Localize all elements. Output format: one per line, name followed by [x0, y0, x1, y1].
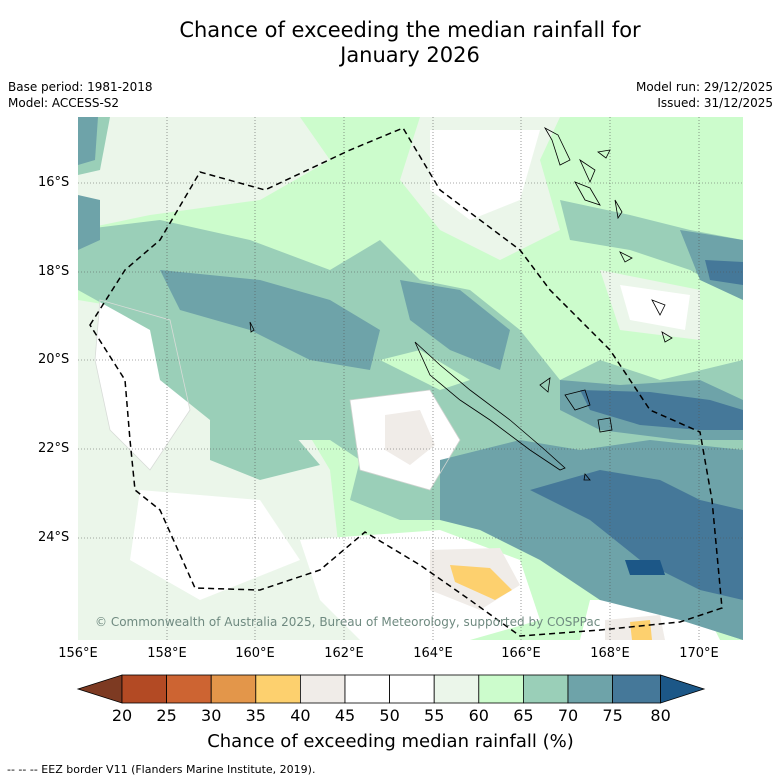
- colorbar-tick: 70: [557, 706, 579, 725]
- colorbar-extend-high: [660, 674, 706, 704]
- colorbar-tick: 50: [379, 706, 400, 725]
- colorbar-segment: [299, 674, 346, 704]
- issued-date: Issued: 31/12/2025: [657, 96, 773, 110]
- model-run: Model run: 29/12/2025: [635, 80, 773, 94]
- colorbar-segment: [523, 674, 569, 704]
- colorbar-tick: 55: [424, 706, 445, 725]
- colorbar-segment: [433, 674, 480, 704]
- colorbar-tick: 30: [201, 706, 222, 725]
- lon-label-170e: 170°E: [679, 646, 719, 661]
- lat-label-16s: 16°S: [38, 175, 70, 190]
- colorbar-tick: 25: [156, 706, 177, 725]
- lon-label-162e: 162°E: [324, 646, 364, 661]
- colorbar-tick: 60: [468, 706, 489, 725]
- colorbar-segment: [210, 674, 257, 704]
- colorbar-tick: 20: [111, 706, 133, 725]
- lon-label-166e: 166°E: [501, 646, 541, 661]
- lon-label-160e: 160°E: [235, 646, 275, 661]
- lon-label-164e: 164°E: [413, 646, 453, 661]
- lon-label-156e: 156°E: [58, 646, 98, 661]
- colorbar-tick: 40: [290, 706, 311, 725]
- graticule: [78, 117, 743, 640]
- lat-label-18s: 18°S: [38, 264, 70, 279]
- title-line-2: January 2026: [340, 43, 480, 67]
- colorbar-tick: 65: [513, 706, 534, 725]
- colorbar-segment: [344, 674, 390, 704]
- map-title: Chance of exceeding the median rainfall …: [0, 18, 781, 68]
- model-name: Model: ACCESS-S2: [8, 96, 120, 110]
- colorbar-segment: [166, 674, 212, 704]
- eez-legend-footer: -- -- -- EEZ border V11 (Flanders Marine…: [7, 763, 316, 776]
- probability-field: [78, 117, 743, 640]
- base-period: Base period: 1981-2018: [8, 80, 153, 94]
- meta-left: Base period: 1981-2018 Model: ACCESS-S2: [8, 79, 153, 111]
- colorbar-segment: [478, 674, 524, 704]
- lon-label-158e: 158°E: [147, 646, 187, 661]
- colorbar-segment: [255, 674, 301, 704]
- eez-border: [89, 127, 723, 637]
- colorbar-segment: [121, 674, 167, 704]
- colorbar-tick: 35: [245, 706, 266, 725]
- colorbar-segment: [612, 674, 661, 704]
- colorbar-tick: 80: [650, 706, 671, 725]
- lat-label-24s: 24°S: [38, 530, 70, 545]
- colorbar-segment: [389, 674, 435, 704]
- colorbar: [76, 674, 706, 704]
- title-line-1: Chance of exceeding the median rainfall …: [179, 18, 641, 42]
- colorbar-extend-low: [76, 674, 123, 704]
- colorbar-tick: 75: [602, 706, 623, 725]
- lon-label-168e: 168°E: [590, 646, 630, 661]
- colorbar-segment: [567, 674, 613, 704]
- meta-right: Model run: 29/12/2025 Issued: 31/12/2025: [636, 79, 773, 111]
- colorbar-tick: 45: [334, 706, 356, 725]
- copyright-notice: © Commonwealth of Australia 2025, Bureau…: [95, 615, 601, 629]
- lat-label-22s: 22°S: [38, 441, 70, 456]
- lat-label-20s: 20°S: [38, 352, 70, 367]
- coastlines: [249, 126, 673, 481]
- colorbar-title: Chance of exceeding median rainfall (%): [207, 731, 574, 752]
